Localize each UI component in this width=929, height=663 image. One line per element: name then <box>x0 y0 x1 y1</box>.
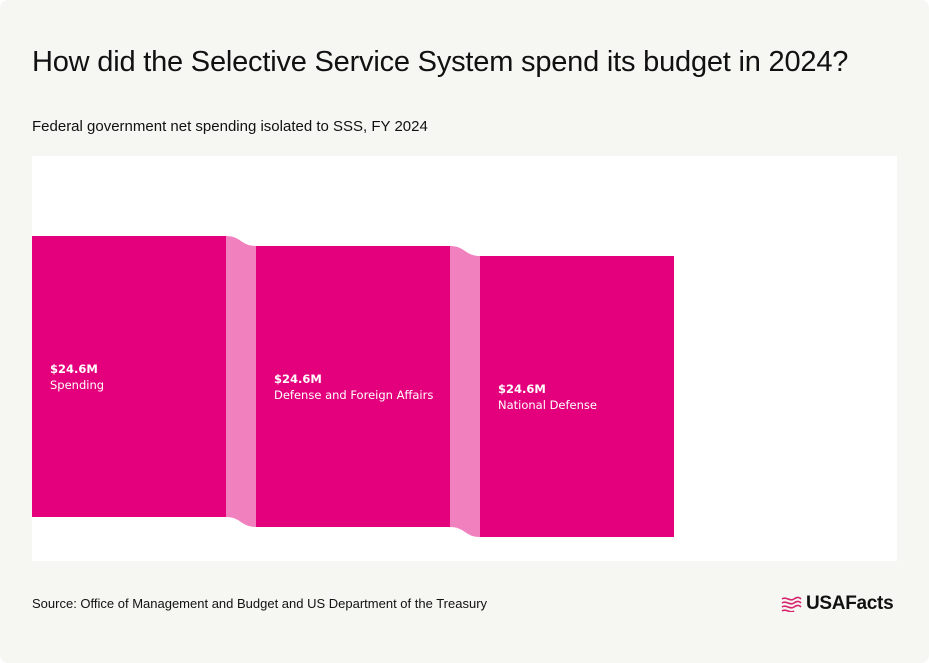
logo-text: USAFacts <box>806 593 894 614</box>
sankey-node-label-defense-foreign: $24.6M Defense and Foreign Affairs <box>274 371 433 403</box>
sankey-svg <box>32 236 674 537</box>
sankey-link-spending-to-defense-foreign[interactable] <box>226 236 256 527</box>
node-value-label: $24.6M <box>50 362 98 376</box>
sankey-node-defense-foreign[interactable] <box>256 246 450 527</box>
node-name-label: Spending <box>50 378 105 392</box>
source-note: Source: Office of Management and Budget … <box>32 596 488 611</box>
sankey-node-national-defense[interactable] <box>480 256 674 537</box>
node-value-label: $24.6M <box>498 382 546 396</box>
sankey-chart: $24.6M Spending $24.6M Defense and Foreign … <box>32 156 897 561</box>
node-value-label: $24.6M <box>274 372 322 386</box>
chart-title: How did the Selective Service System spe… <box>32 46 849 78</box>
sankey-link-defense-foreign-to-national-defense[interactable] <box>450 246 480 537</box>
node-name-label: National Defense <box>498 398 597 412</box>
usafacts-logo[interactable]: USAFacts <box>780 593 894 615</box>
chart-subtitle: Federal government net spending isolated… <box>32 118 428 135</box>
flag-icon <box>781 596 802 612</box>
node-name-label: Defense and Foreign Affairs <box>274 388 434 402</box>
sankey-node-label-national-defense: $24.6M National Defense <box>498 381 597 413</box>
sankey-node-spending[interactable] <box>32 236 226 517</box>
sankey-node-label-spending: $24.6M Spending <box>50 361 104 393</box>
